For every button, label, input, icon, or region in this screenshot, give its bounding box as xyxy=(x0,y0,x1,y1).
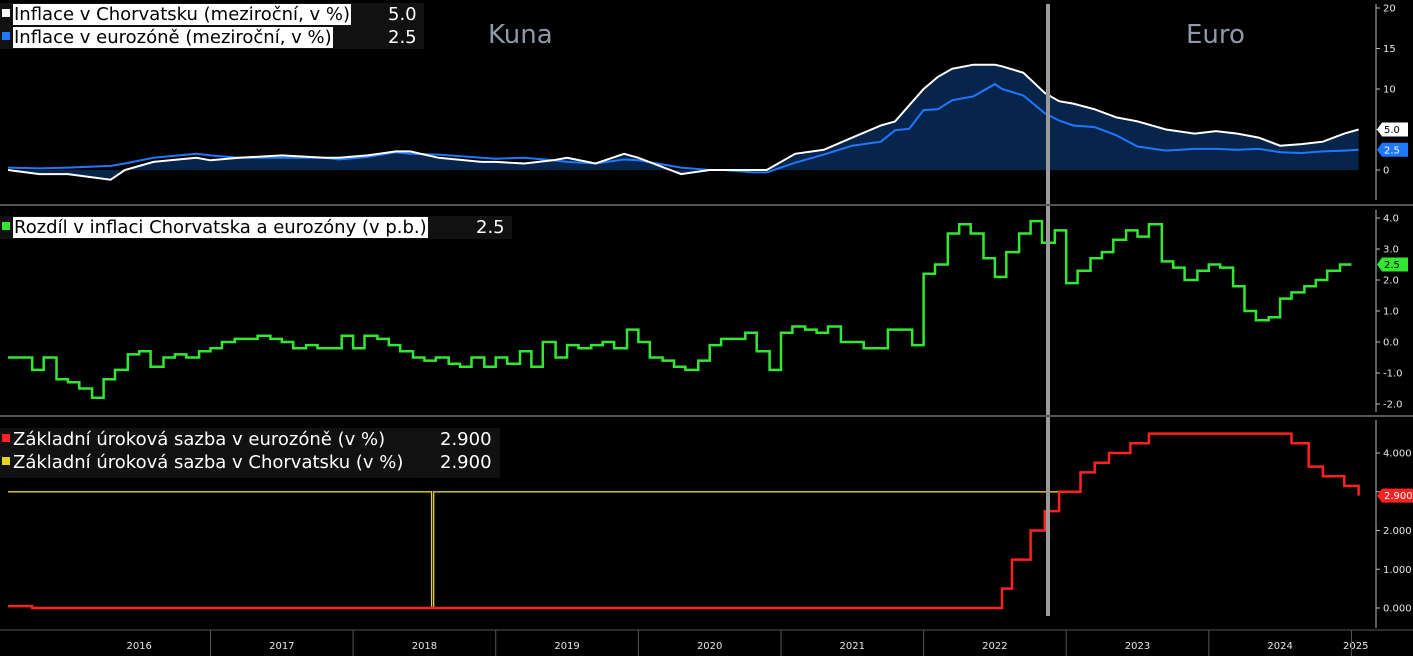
tag-ez-inflation-text: 2.5 xyxy=(1384,145,1400,156)
kuna-annotation: Kuna xyxy=(488,20,553,50)
plots xyxy=(7,4,1360,616)
x-tick-label-2017: 2017 xyxy=(269,641,294,652)
y-axis-middle-tick-label-5: -1.0 xyxy=(1383,369,1403,380)
euro-annotation: Euro xyxy=(1186,20,1245,50)
legend-value-croatia-inflation: 5.0 xyxy=(388,4,417,25)
tag-croatia-inflation-bg xyxy=(1377,122,1408,137)
legend-label-hr-rate: Základní úroková sazba v Chorvatsku (v %… xyxy=(13,452,404,473)
legend-value-hr-rate: 2.900 xyxy=(440,452,492,473)
legend-item-ez-inflation: Inflace v eurozóně (meziroční, v %) 2.5 xyxy=(2,26,420,49)
swatch-croatia-inflation xyxy=(2,9,10,17)
tag-ez-inflation-bg xyxy=(1377,142,1408,157)
x-tick-label-2018: 2018 xyxy=(412,641,437,652)
legend-label-ez-rate: Základní úroková sazba v eurozóně (v %) xyxy=(13,429,386,450)
x-tick-label-2023: 2023 xyxy=(1125,641,1150,652)
line-ez-rate xyxy=(8,432,1360,610)
legend-item-ez-rate: Základní úroková sazba v eurozóně (v %) … xyxy=(2,428,496,451)
y-axis-top-tick-label-2: 10 xyxy=(1383,85,1396,96)
line-inflation-diff xyxy=(8,219,1352,400)
legend-middle: Rozdíl v inflaci Chorvatska a eurozóny (… xyxy=(0,216,512,239)
y-axis-top-tick-label-4: 0 xyxy=(1383,166,1389,177)
y-axis-middle-tick-label-6: -2.0 xyxy=(1383,400,1403,411)
legend-label-ez-inflation: Inflace v eurozóně (meziroční, v %) xyxy=(13,27,333,48)
y-axis-bottom-tick-label-4: 0.000 xyxy=(1383,604,1412,615)
line-ez-inflation xyxy=(7,82,1359,174)
legend-item-hr-rate: Základní úroková sazba v Chorvatsku (v %… xyxy=(2,451,496,474)
line-hr-rate xyxy=(8,491,1060,609)
legend-item-inflation-diff: Rozdíl v inflaci Chorvatska a eurozóny (… xyxy=(2,216,508,239)
y-axis-middle-tick-label-1: 3.0 xyxy=(1383,245,1399,256)
tag-inflation-diff-text: 2.5 xyxy=(1384,260,1400,271)
legend-value-inflation-diff: 2.5 xyxy=(476,217,505,238)
x-tick-label-2016: 2016 xyxy=(126,641,151,652)
y-axis-top-tick-label-1: 15 xyxy=(1383,44,1396,55)
x-tick-label-2021: 2021 xyxy=(840,641,865,652)
y-axis-middle-tick-label-0: 4.0 xyxy=(1383,214,1399,225)
legend-value-ez-rate: 2.900 xyxy=(440,429,492,450)
area-croatia-inflation xyxy=(8,64,1359,180)
x-tick-label-2020: 2020 xyxy=(697,641,722,652)
swatch-ez-inflation xyxy=(2,32,10,40)
tag-ez-rate-text: 2.900 xyxy=(1384,491,1413,502)
tag-ez-rate-bg xyxy=(1377,488,1413,503)
x-tick-label-2019: 2019 xyxy=(554,641,579,652)
legend-value-ez-inflation: 2.5 xyxy=(388,27,417,48)
legend-item-croatia-inflation: Inflace v Chorvatsku (meziroční, v %) 5.… xyxy=(2,3,420,26)
swatch-inflation-diff xyxy=(2,222,10,230)
x-tick-label-2025: 2025 xyxy=(1343,641,1368,652)
y-axis-middle-tick-label-2: 2.0 xyxy=(1383,276,1399,287)
tag-inflation-diff-bg xyxy=(1377,257,1408,272)
legend-label-croatia-inflation: Inflace v Chorvatsku (meziroční, v %) xyxy=(13,4,352,25)
y-axis-top-tick-label-0: 20 xyxy=(1383,4,1396,15)
legend-bottom: Základní úroková sazba v eurozóně (v %) … xyxy=(0,428,500,478)
swatch-hr-rate xyxy=(2,457,10,465)
axes: 201510504.03.02.01.00.0-1.0-2.04.0003.00… xyxy=(0,4,1413,656)
legend-top: Inflace v Chorvatsku (meziroční, v %) 5.… xyxy=(0,3,424,49)
y-axis-bottom-tick-label-2: 2.000 xyxy=(1383,526,1412,537)
swatch-ez-rate xyxy=(2,434,10,442)
line-croatia-inflation xyxy=(7,63,1359,181)
x-tick-label-2024: 2024 xyxy=(1267,641,1292,652)
x-tick-label-2022: 2022 xyxy=(982,641,1007,652)
y-axis-bottom-tick-label-3: 1.000 xyxy=(1383,565,1412,576)
y-axis-bottom-tick-label-0: 4.000 xyxy=(1383,449,1412,460)
y-axis-middle-tick-label-4: 0.0 xyxy=(1383,338,1399,349)
tag-croatia-inflation-text: 5.0 xyxy=(1384,125,1400,136)
y-axis-middle-tick-label-3: 1.0 xyxy=(1383,307,1399,318)
legend-label-inflation-diff: Rozdíl v inflaci Chorvatska a eurozóny (… xyxy=(13,217,428,238)
